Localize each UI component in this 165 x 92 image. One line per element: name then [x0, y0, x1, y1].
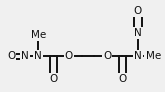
- Text: O: O: [118, 74, 127, 84]
- Text: O: O: [134, 6, 142, 16]
- Text: O: O: [65, 51, 73, 61]
- Text: N: N: [134, 51, 142, 61]
- Text: Me: Me: [146, 51, 161, 61]
- Text: N: N: [134, 28, 142, 38]
- Text: N: N: [34, 51, 42, 61]
- Text: N: N: [21, 51, 29, 61]
- Text: O: O: [50, 74, 58, 84]
- Text: O: O: [103, 51, 111, 61]
- Text: Me: Me: [31, 30, 46, 40]
- Text: O: O: [7, 51, 15, 61]
